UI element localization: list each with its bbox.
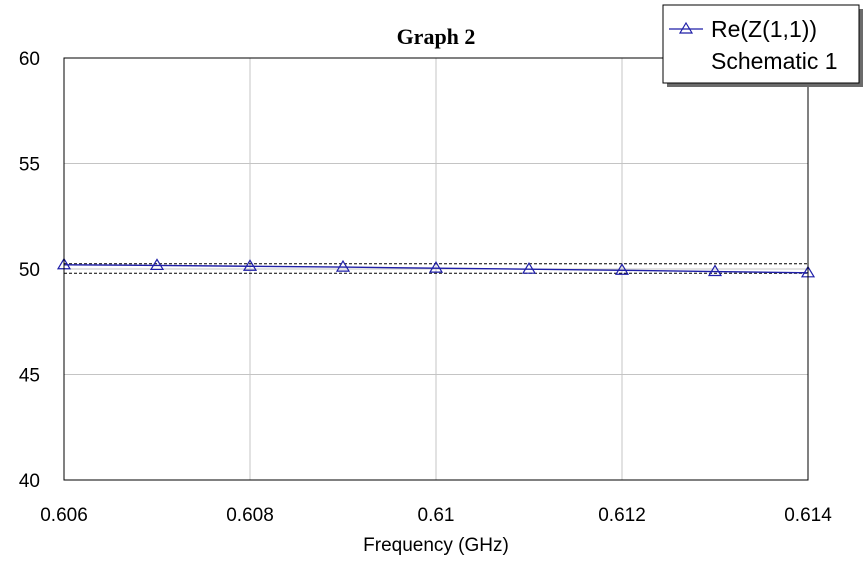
reference-lines [64,263,808,274]
chart-title: Graph 2 [397,24,476,49]
data-point [428,260,444,273]
data-point [242,259,258,271]
data-point [707,264,723,277]
legend-triangle-icon [678,21,694,34]
plot-frame [63,57,809,481]
y-tick-label: 40 [19,471,40,492]
y-tick-label: 55 [19,155,40,176]
legend-box [662,4,860,84]
data-point [614,263,630,275]
x-tick-label: 0.608 [226,505,274,526]
series-triangle [56,257,816,278]
x-tick-label: 0.61 [418,505,455,526]
y-tick-label: 50 [19,260,40,281]
x-tick-labels: 0.606 0.608 0.61 0.612 0.614 [40,505,832,526]
x-tick-label: 0.606 [40,505,88,526]
data-point [335,259,351,272]
y-tick-label: 60 [19,49,40,70]
x-tick-label: 0.612 [598,505,646,526]
legend[interactable]: Re(Z(1,1)) Schematic 1 [662,4,863,87]
data-point [149,258,165,271]
y-tick-labels: 40 45 50 55 60 [19,49,40,492]
legend-entry-series: Re(Z(1,1)) [711,16,817,42]
x-axis-label: Frequency (GHz) [363,535,509,556]
data-point [521,262,537,274]
y-tick-label: 45 [19,366,40,387]
series-line [63,264,809,274]
legend-entry-source: Schematic 1 [711,48,838,74]
x-tick-label: 0.614 [784,505,832,526]
series-layer [56,257,816,278]
